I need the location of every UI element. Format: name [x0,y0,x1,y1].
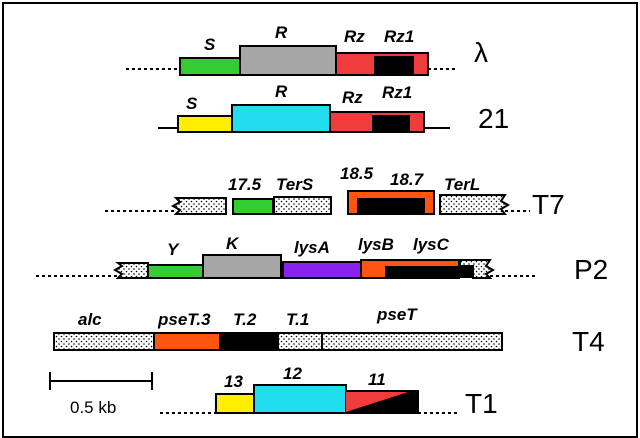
t7-left-segment [170,197,227,215]
gene-label-p2-k: K [226,234,240,253]
gene-label-t4-pset3: pseT.3 [157,310,211,329]
gene-box-p2-lysa [282,261,362,279]
p2-right-segment [459,259,496,279]
gene-label-21-s: S [186,94,198,113]
gene-label-t1-12: 12 [283,364,302,383]
gene-box-t7-terl [439,194,511,215]
row-t1 [215,384,419,414]
gene-label-t7-ters: TerS [276,175,314,194]
gene-label-t7-terl: TerL [444,175,480,194]
gene-label-21-r: R [275,82,288,101]
row-p2 [112,254,496,279]
phage-label-t1: T1 [465,388,498,419]
gene-box-t7-ters [273,196,332,215]
gene-label-lambda-s: S [204,35,216,54]
gene-box-lambda-rz1 [374,56,414,75]
gene-box-lambda-r [239,45,337,76]
gene-label-p2-lysb: lysB [358,235,394,254]
phage-label-p2: P2 [574,254,608,285]
gene-box-t7-18.7 [357,198,425,214]
gene-box-t4-t1 [277,332,323,351]
gene-box-t4-alc [53,332,155,351]
gene-box-p2-k [202,254,282,279]
gene-box-t7-17.5 [232,198,274,215]
gene-label-t4-t1: T.1 [286,310,309,329]
gene-box-lambda-s [179,57,243,76]
row-t7 [170,190,511,215]
gene-label-t4-alc: alc [78,310,102,329]
gene-label-21-rz1: Rz1 [382,83,412,102]
gene-box-t1-13 [215,393,255,414]
gene-label-lambda-rz1: Rz1 [384,27,414,46]
phage-labels: λ 21 T7 P2 T4 T1 [465,37,608,419]
phage-label-21: 21 [478,103,509,134]
gene-label-lambda-rz: Rz [344,27,365,46]
gene-label-p2-lysc: lysC [413,235,450,254]
gene-label-t7-18.5: 18.5 [340,164,374,183]
gene-box-t1-11-red [346,392,408,412]
row-t4 [53,332,503,351]
dna-lines [36,68,535,414]
gene-box-t4-t2 [219,332,279,351]
gene-box-t4-pset3 [153,332,221,351]
scale-bar [49,372,153,390]
gene-label-t4-pset: pseT [376,305,418,324]
gene-box-21-rz1 [372,115,410,132]
phage-label-t7: T7 [532,189,565,220]
row-21 [177,104,425,133]
gene-label-p2-lysa: lysA [294,238,330,257]
gene-label-t7-18.7: 18.7 [390,170,425,189]
gene-box-21-s [177,115,233,133]
gene-label-lambda-r: R [275,23,288,42]
gene-label-21-rz: Rz [342,88,363,107]
p2-left-segment [112,262,149,279]
phage-label-lambda: λ [474,37,488,68]
gene-label-t7-17.5: 17.5 [228,175,262,194]
phage-label-t4: T4 [572,326,605,357]
gene-label-t4-t2: T.2 [233,310,257,329]
gene-label-t1-11: 11 [368,370,386,389]
gene-box-p2-lysc [385,266,473,278]
gene-box-p2-y [147,264,204,279]
gene-label-t1-13: 13 [224,372,243,391]
gene-box-21-r [231,104,331,133]
gene-box-t4-pset [321,332,503,351]
gene-box-t1-12 [253,384,347,414]
row-lambda [179,45,429,76]
gene-labels: S R Rz Rz1 S R Rz Rz1 17.5 TerS 18.5 18.… [78,23,480,391]
gene-label-p2-y: Y [167,240,180,259]
scale-bar-label: 0.5 kb [70,398,116,417]
